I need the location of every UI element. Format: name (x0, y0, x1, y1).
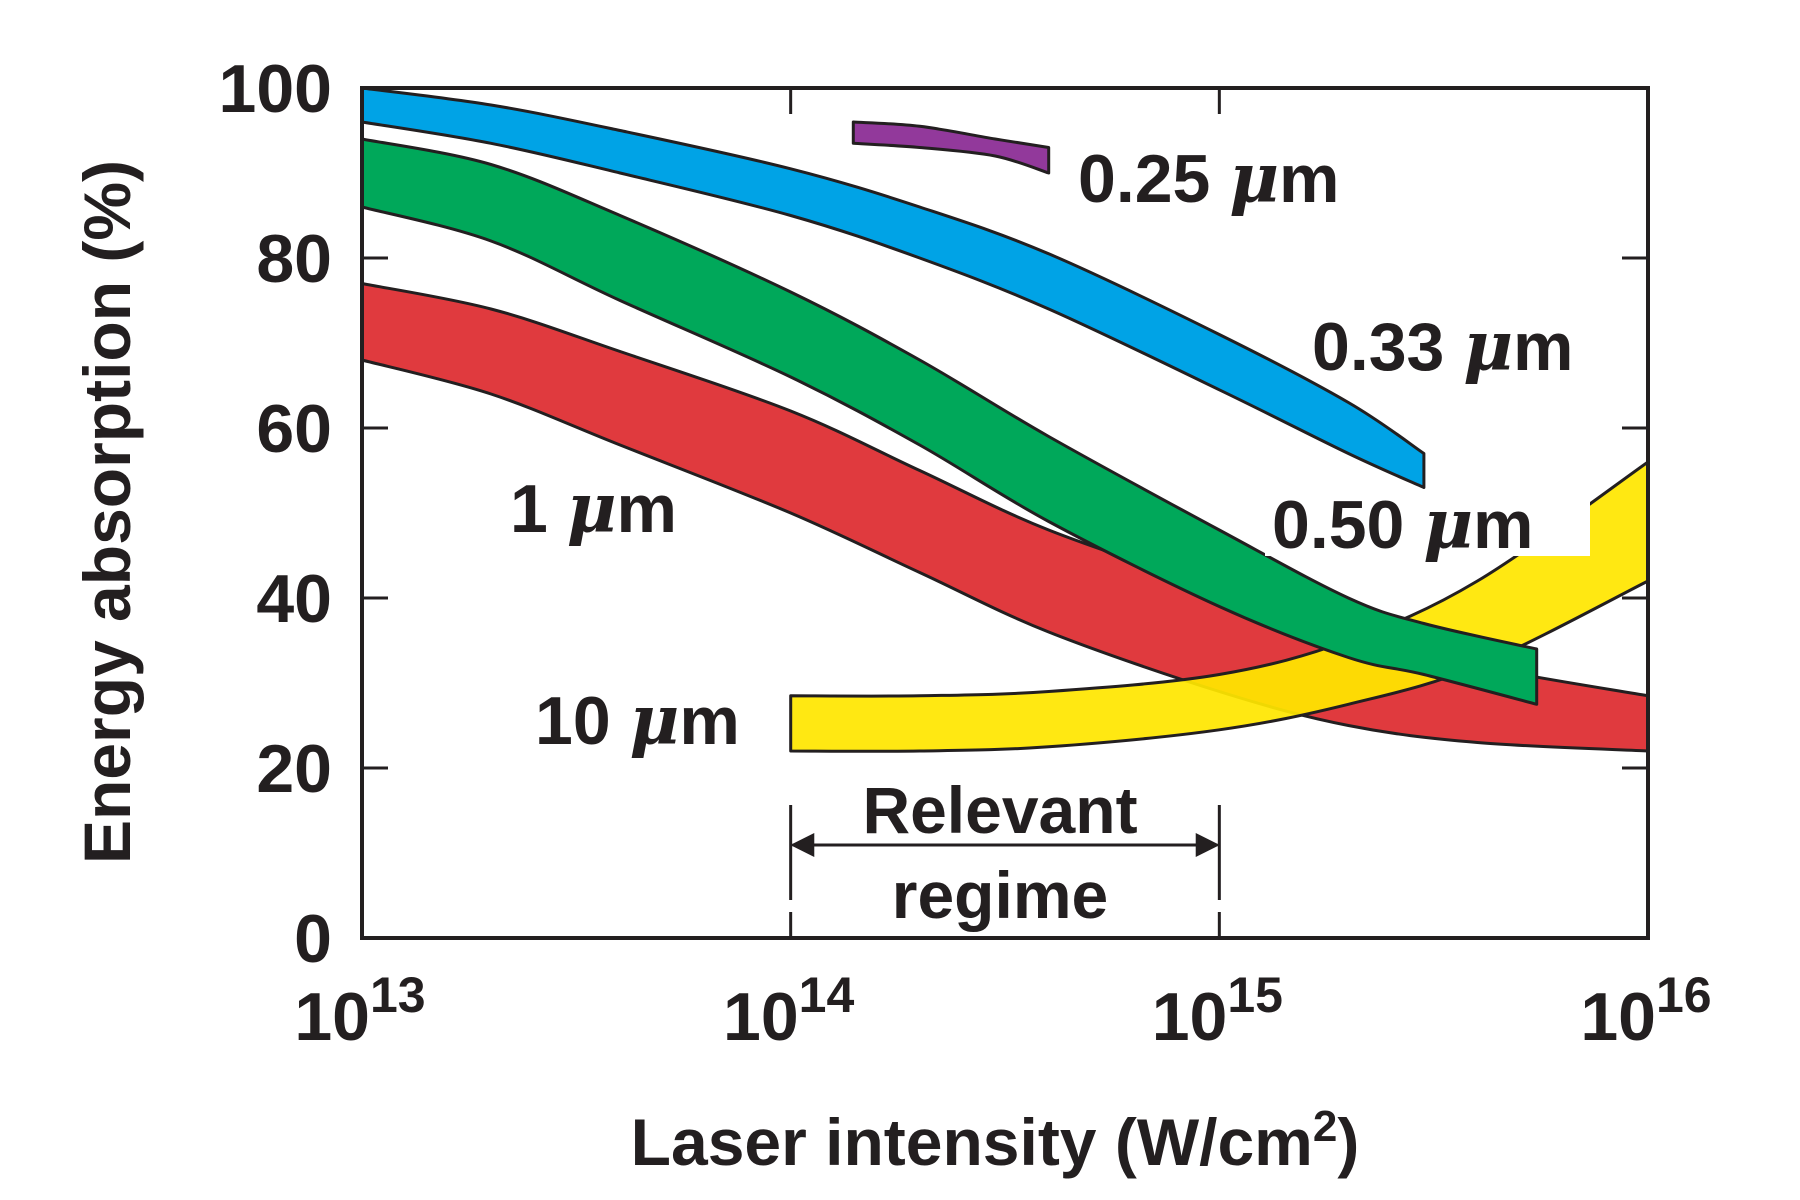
axis-ticks (360, 86, 1650, 940)
label-1um-num: 1 (510, 471, 548, 547)
label-0.50um-num: 0.50 (1272, 487, 1404, 563)
y-tick-labels: 0 20 40 60 80 100 (219, 51, 332, 977)
x-tick-labels: 1013 1014 1015 1016 (294, 967, 1711, 1055)
x-axis-title-close: ) (1337, 1105, 1359, 1179)
y-tick-label-80: 80 (256, 221, 332, 297)
label-0.33um-mu: μ (1463, 307, 1513, 387)
label-10um-num: 10 (535, 683, 611, 759)
y-tick-label-60: 60 (256, 391, 332, 467)
x-axis-title: Laser intensity (W/cm2) (631, 1102, 1360, 1179)
label-0.50um-bg (1265, 490, 1590, 556)
label-1um-unit: m (617, 471, 677, 547)
label-0.25um-mu: μ (1229, 139, 1279, 219)
x-axis-title-main: Laser intensity (W/cm (631, 1105, 1313, 1179)
label-1um-mu: μ (567, 469, 617, 549)
label-0.25um-unit: m (1279, 141, 1339, 217)
label-0.33um: 0.33 μm (1312, 307, 1574, 387)
label-0.25um-num: 0.25 (1078, 141, 1210, 217)
label-0.50um-unit: m (1473, 487, 1533, 563)
x-tick-label-10e16: 1016 (1580, 967, 1711, 1055)
band-0.50um (360, 137, 1539, 706)
label-0.50um-mu: μ (1423, 485, 1473, 565)
series-labels: 0.25 μm 0.33 μm 0.50 μm 1 μm 10 μm (510, 139, 1590, 761)
x-axis-title-sup: 2 (1313, 1102, 1337, 1151)
label-0.50um: 0.50 μm (1272, 485, 1534, 565)
label-1um: 1 μm (510, 469, 677, 549)
label-0.33um-unit: m (1513, 309, 1573, 385)
plot-frame (360, 86, 1650, 940)
label-10um: 10 μm (535, 681, 740, 761)
band-0.25um (851, 120, 1051, 175)
relevant-regime-bracket: Relevant regime (789, 773, 1221, 932)
y-tick-label-20: 20 (256, 731, 332, 807)
absorption-bands (360, 86, 1650, 753)
x-tick-label-10e13: 1013 (294, 967, 425, 1055)
band-0.33um (360, 86, 1426, 489)
relevant-label: Relevant (862, 773, 1137, 847)
y-tick-label-0: 0 (294, 901, 332, 977)
y-tick-label-100: 100 (219, 51, 332, 127)
y-tick-label-40: 40 (256, 561, 332, 637)
label-10um-mu: μ (630, 681, 680, 761)
regime-label: regime (892, 858, 1108, 932)
y-axis-title: Energy absorption (%) (70, 160, 144, 864)
label-0.33um-num: 0.33 (1312, 309, 1444, 385)
x-tick-label-10e15: 1015 (1152, 967, 1283, 1055)
x-tick-label-10e14: 1014 (723, 967, 854, 1055)
label-10um-unit: m (679, 683, 739, 759)
label-0.25um: 0.25 μm (1078, 139, 1340, 219)
